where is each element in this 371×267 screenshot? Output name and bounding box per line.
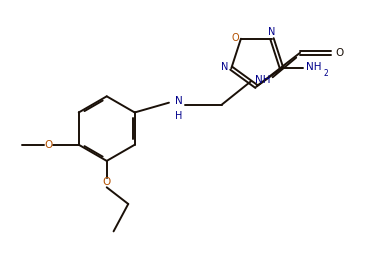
Text: O: O (103, 178, 111, 187)
Text: O: O (335, 48, 343, 58)
Text: O: O (231, 33, 239, 43)
Text: 2: 2 (324, 69, 328, 78)
Text: N: N (221, 62, 228, 72)
Text: N: N (175, 96, 183, 106)
Text: H: H (175, 111, 183, 121)
Text: NH: NH (255, 75, 270, 85)
Text: O: O (44, 140, 53, 150)
Text: N: N (268, 27, 276, 37)
Text: NH: NH (306, 62, 322, 72)
